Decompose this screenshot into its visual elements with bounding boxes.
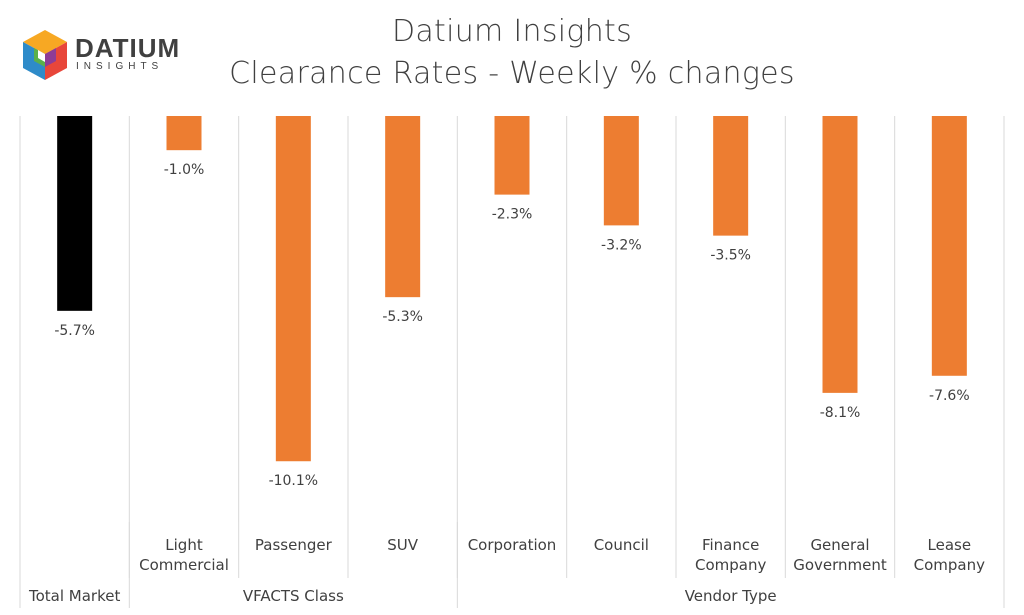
bar xyxy=(822,116,858,393)
category-label: Light xyxy=(165,536,203,554)
bar xyxy=(931,116,967,376)
group-label: VFACTS Class xyxy=(243,587,344,605)
category-label: General xyxy=(810,536,869,554)
category-label: Corporation xyxy=(468,536,557,554)
bar xyxy=(166,116,202,151)
bar xyxy=(385,116,421,298)
chart-subtitle: Clearance Rates - Weekly % changes xyxy=(229,56,795,91)
cube-logo-icon xyxy=(23,30,67,80)
category-label: Lease xyxy=(928,536,972,554)
category-label: Government xyxy=(793,556,887,574)
category-label: Passenger xyxy=(255,536,333,554)
data-label: -2.3% xyxy=(492,207,533,223)
data-label: -7.6% xyxy=(929,388,970,404)
bar xyxy=(603,116,639,226)
datium-logo: DATIUM INSIGHTS xyxy=(20,28,179,83)
bar xyxy=(57,116,93,311)
category-label: Total Market xyxy=(28,587,120,605)
data-label: -5.3% xyxy=(382,309,423,325)
category-label: Council xyxy=(594,536,649,554)
logo-wordmark: DATIUM xyxy=(75,33,181,63)
data-label: -8.1% xyxy=(820,405,861,421)
logo-subtext: INSIGHTS xyxy=(76,61,164,72)
category-label: Company xyxy=(695,556,766,574)
category-label: SUV xyxy=(387,536,419,554)
data-label: -1.0% xyxy=(164,162,205,178)
group-label: Vendor Type xyxy=(685,587,777,605)
data-label: -5.7% xyxy=(54,323,95,339)
chart-title: Datium Insights xyxy=(391,14,633,49)
bar xyxy=(713,116,749,236)
bar xyxy=(494,116,530,195)
data-label: -10.1% xyxy=(269,473,319,489)
category-label: Company xyxy=(914,556,985,574)
category-label: Commercial xyxy=(139,556,229,574)
data-label: -3.5% xyxy=(710,248,751,264)
bar xyxy=(275,116,311,462)
data-label: -3.2% xyxy=(601,237,642,253)
category-label: Finance xyxy=(702,536,759,554)
